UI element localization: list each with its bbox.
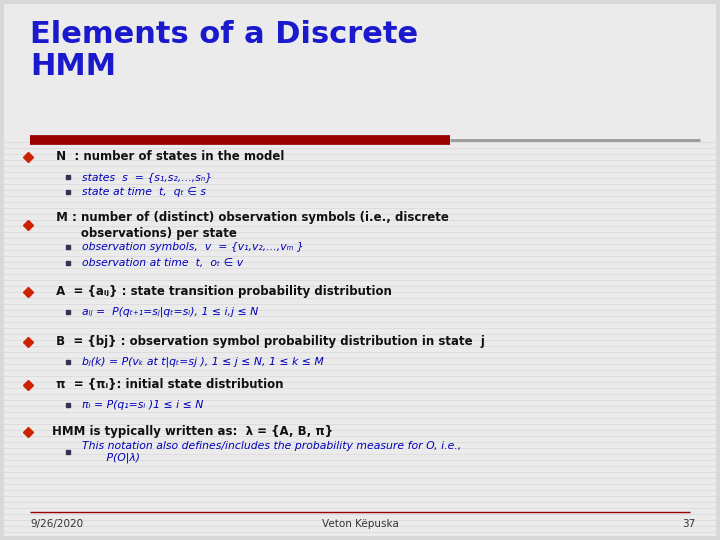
Text: A  = {aᵢⱼ} : state transition probability distribution: A = {aᵢⱼ} : state transition probability… bbox=[52, 286, 392, 299]
Text: B  = {bj} : observation symbol probability distribution in state  j: B = {bj} : observation symbol probabilit… bbox=[52, 335, 485, 348]
Text: This notation also defines/includes the probability measure for O, i.e.,
       : This notation also defines/includes the … bbox=[82, 441, 462, 463]
Text: M : number of (distinct) observation symbols (i.e., discrete
       observations: M : number of (distinct) observation sym… bbox=[52, 211, 449, 240]
Text: observation at time  t,  oₜ ∈ v: observation at time t, oₜ ∈ v bbox=[82, 258, 243, 268]
Text: π  = {πᵢ}: initial state distribution: π = {πᵢ}: initial state distribution bbox=[52, 379, 284, 392]
FancyBboxPatch shape bbox=[4, 4, 716, 536]
Text: πᵢ = P(q₁=sᵢ )1 ≤ i ≤ N: πᵢ = P(q₁=sᵢ )1 ≤ i ≤ N bbox=[82, 400, 203, 410]
Text: 37: 37 bbox=[682, 519, 695, 529]
FancyBboxPatch shape bbox=[4, 4, 716, 140]
Text: Elements of a Discrete: Elements of a Discrete bbox=[30, 20, 418, 49]
Text: Veton Këpuska: Veton Këpuska bbox=[322, 519, 398, 529]
Text: HMM: HMM bbox=[30, 52, 116, 81]
Text: HMM is typically written as:  λ = {A, B, π}: HMM is typically written as: λ = {A, B, … bbox=[52, 426, 333, 438]
Text: observation symbols,  v  = {v₁,v₂,...,vₘ }: observation symbols, v = {v₁,v₂,...,vₘ } bbox=[82, 242, 304, 252]
Text: 9/26/2020: 9/26/2020 bbox=[30, 519, 83, 529]
Text: aᵢⱼ =  P(qₜ₊₁=sⱼ|qₜ=sᵢ), 1 ≤ i,j ≤ N: aᵢⱼ = P(qₜ₊₁=sⱼ|qₜ=sᵢ), 1 ≤ i,j ≤ N bbox=[82, 307, 258, 317]
Text: states  s  = {s₁,s₂,...,sₙ}: states s = {s₁,s₂,...,sₙ} bbox=[82, 172, 212, 182]
Text: bⱼ(k) = P(vₖ at t|qₜ=sj ), 1 ≤ j ≤ N, 1 ≤ k ≤ M: bⱼ(k) = P(vₖ at t|qₜ=sj ), 1 ≤ j ≤ N, 1 … bbox=[82, 357, 324, 367]
Text: state at time  t,  qₜ ∈ s: state at time t, qₜ ∈ s bbox=[82, 187, 206, 197]
Text: N  : number of states in the model: N : number of states in the model bbox=[52, 151, 284, 164]
